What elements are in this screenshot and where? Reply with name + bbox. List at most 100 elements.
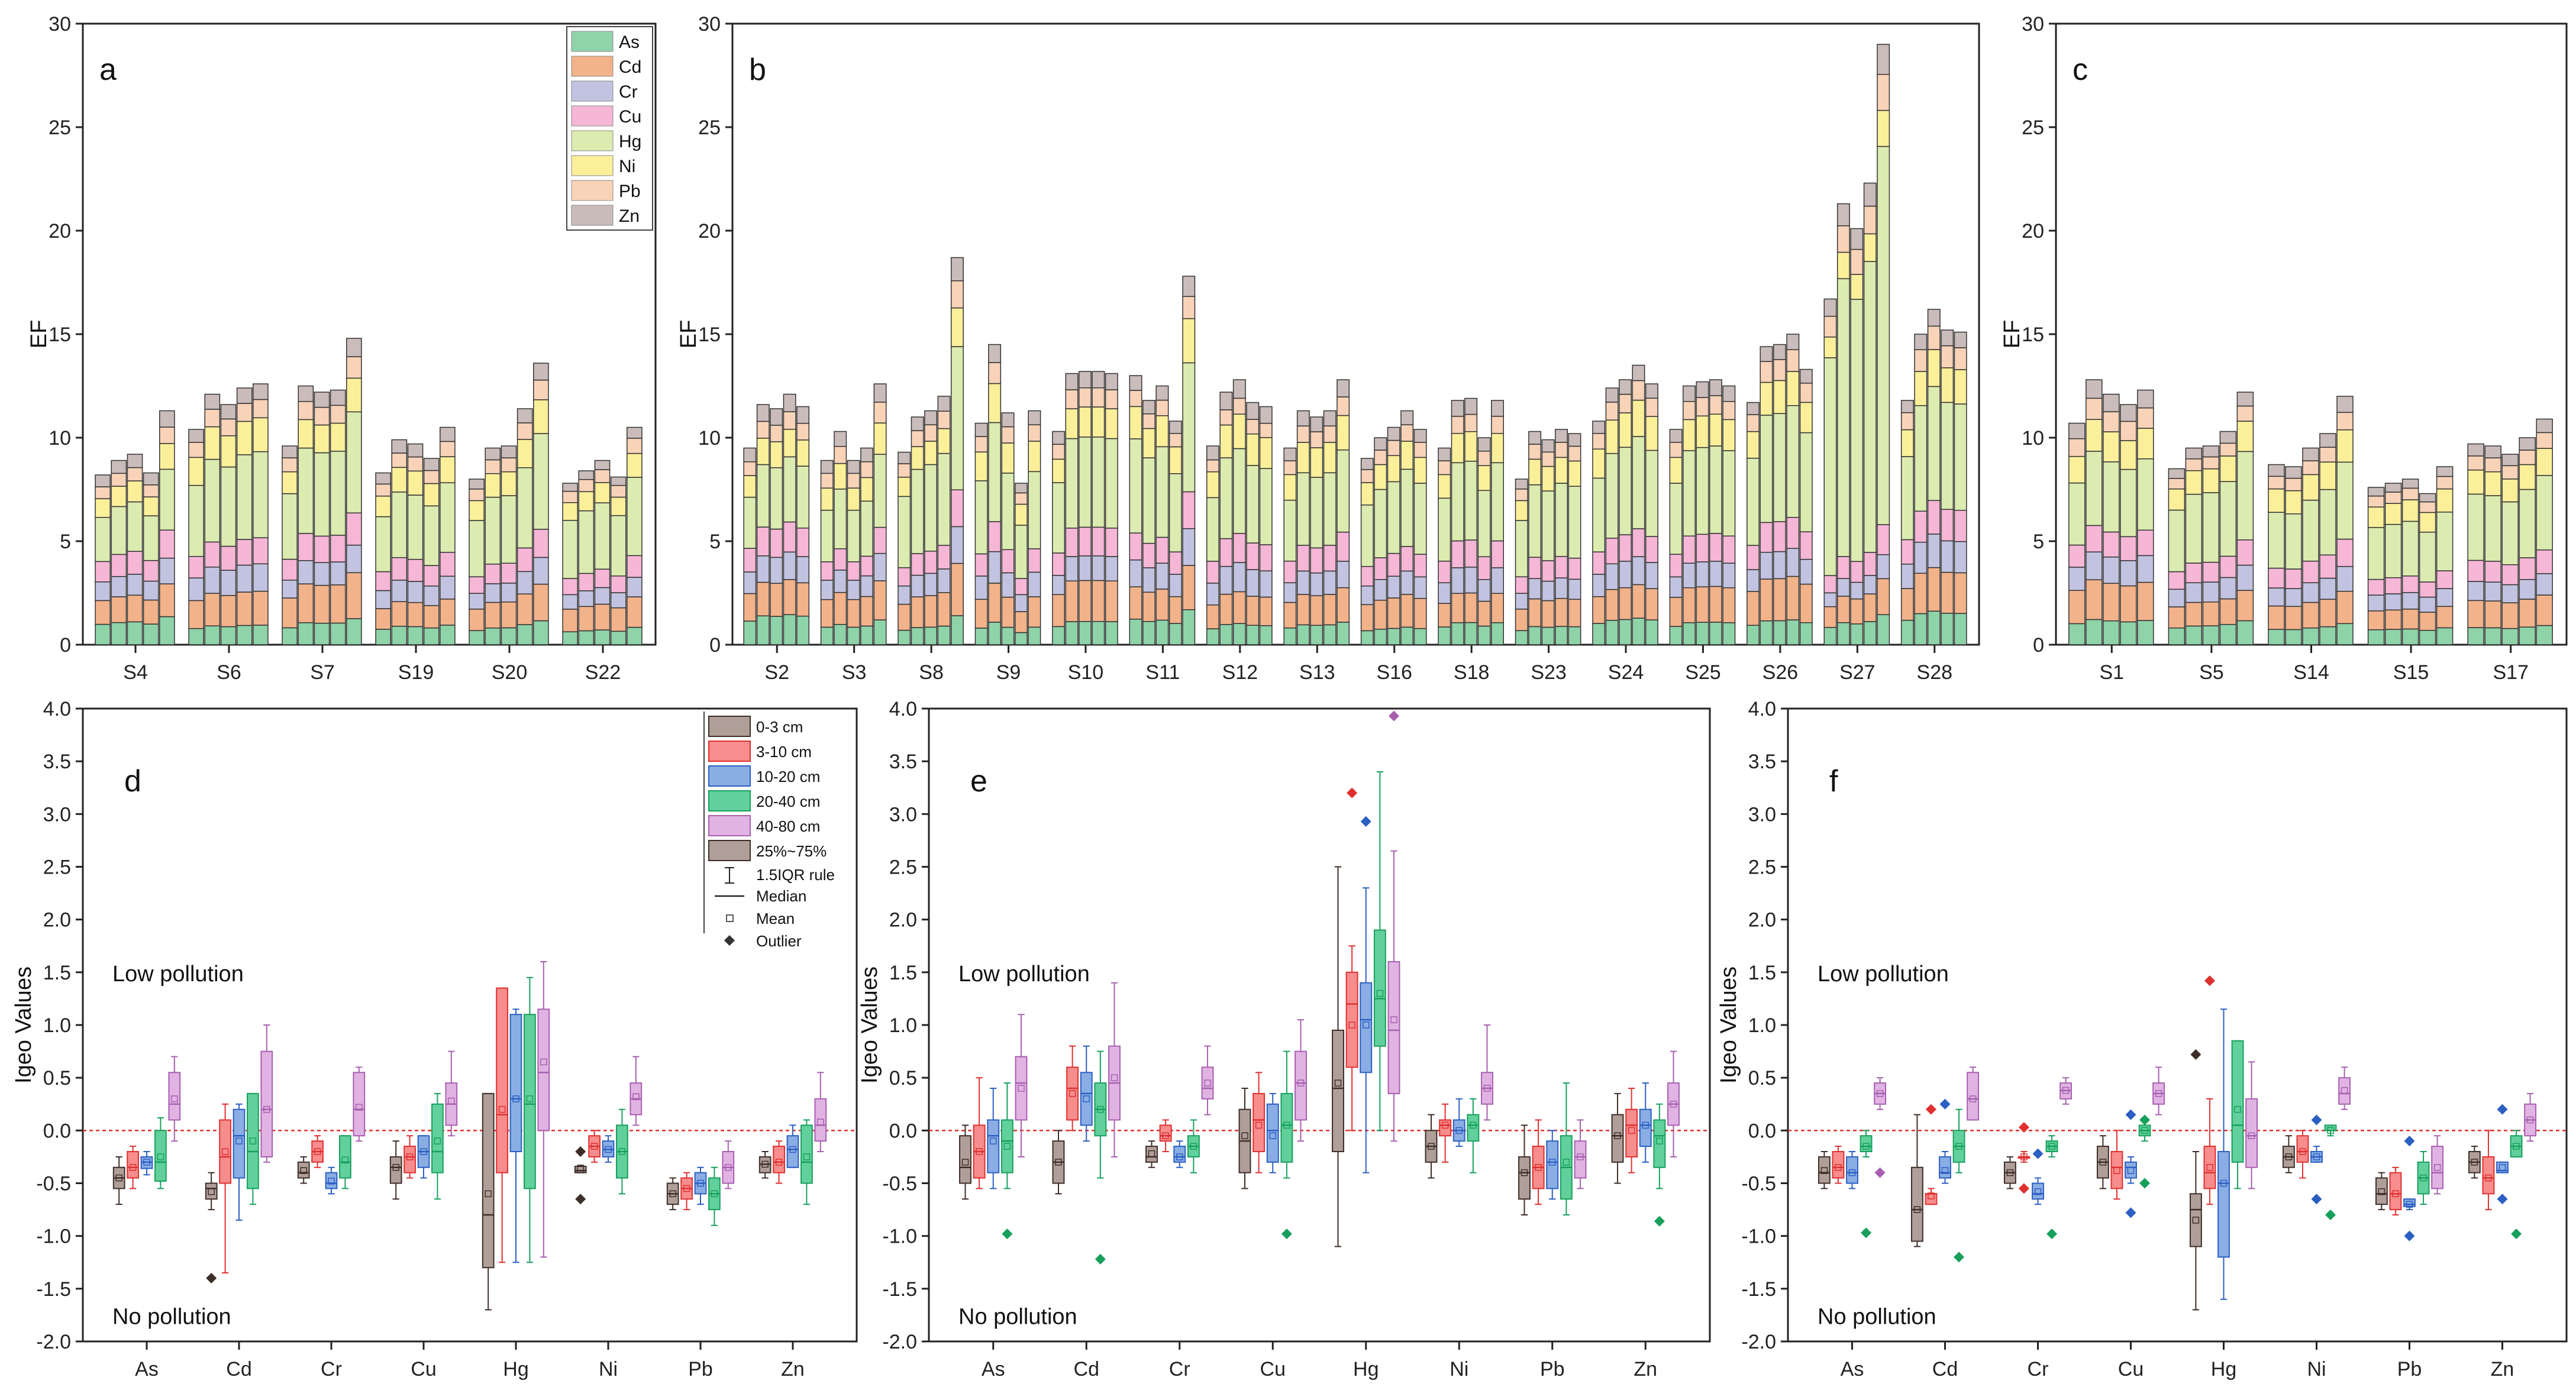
iqr-box: [1910, 1166, 1923, 1242]
y-tick-label: 3.0: [43, 803, 71, 826]
y-tick-label: 30: [49, 13, 71, 35]
stack-segment-zn: [2219, 431, 2237, 444]
stack-segment-as: [2236, 620, 2254, 645]
stack-segment-cd: [188, 600, 204, 629]
stack-segment-as: [1592, 623, 1606, 645]
stack-segment-hg: [1310, 477, 1323, 549]
stack-segment-cu: [143, 560, 159, 582]
stack-segment-hg: [2384, 523, 2402, 578]
stack-segment-cd: [1451, 593, 1464, 623]
panel-c: 0 5 10 15 20 25 30 EF c S1 S5 S14 S15 S17: [2000, 13, 2568, 684]
stack-segment-as: [1555, 626, 1568, 645]
stack-segment-pb: [204, 409, 221, 428]
mean-marker: [1835, 1164, 1842, 1171]
stack-segment-hg: [1283, 499, 1297, 562]
y-tick-label: 0: [709, 634, 721, 657]
stack-segment-hg: [627, 477, 643, 557]
stack-segment-ni: [1028, 441, 1041, 473]
stack-segment-cu: [2068, 544, 2086, 568]
stack-segment-zn: [2202, 445, 2220, 458]
stack-segment-as: [2120, 621, 2137, 645]
stack-segment-ni: [1219, 424, 1233, 458]
stack-segment-hg: [1914, 405, 1928, 512]
stack-segment-hg: [770, 467, 783, 530]
stack-segment-cr: [1900, 563, 1914, 589]
stack-segment-pb: [1079, 387, 1092, 408]
stack-segment-hg: [873, 454, 887, 528]
stack-segment-pb: [1438, 460, 1451, 476]
stack-segment-cu: [1914, 510, 1928, 543]
stack-segment-ni: [1850, 274, 1864, 300]
stack-segment-cd: [1155, 589, 1169, 621]
stack-segment-cu: [610, 575, 627, 593]
mean-marker: [2420, 1174, 2427, 1182]
stack-segment-pb: [2319, 447, 2336, 463]
stack-segment-cd: [407, 602, 424, 628]
stack-segment-ni: [1515, 500, 1528, 521]
stack-segment-cd: [375, 608, 391, 630]
y-tick-label: 20: [2022, 220, 2044, 243]
stack-segment-zn: [1374, 437, 1387, 451]
stack-segment-cr: [2336, 565, 2354, 592]
stack-segment-pb: [111, 473, 127, 487]
stack-segment-cd: [796, 582, 810, 617]
stack-segment-cd: [1092, 580, 1105, 622]
stack-segment-as: [988, 622, 1002, 645]
stack-segment-cd: [143, 599, 159, 625]
stack-segment-pb: [2401, 487, 2419, 500]
stack-segment-cd: [1683, 587, 1696, 623]
stack-segment-cd: [1747, 591, 1760, 626]
stack-segment-cr: [1954, 541, 1967, 574]
stack-segment-cr: [1065, 556, 1079, 582]
stack-segment-ni: [1283, 474, 1297, 501]
stack-segment-zn: [1914, 334, 1928, 350]
stack-segment-zn: [2384, 483, 2402, 493]
stack-segment-zn: [1619, 379, 1632, 395]
stack-segment-as: [2168, 627, 2186, 645]
stack-segment-zn: [1528, 431, 1542, 445]
stack-segment-pb: [501, 457, 517, 473]
stack-segment-cu: [375, 571, 391, 591]
mean-marker: [2034, 1188, 2042, 1195]
stack-segment-cd: [501, 602, 517, 629]
stack-segment-as: [2401, 628, 2419, 645]
mean-marker: [2099, 1159, 2107, 1166]
stack-segment-hg: [847, 509, 860, 562]
stack-segment-hg: [1337, 449, 1350, 533]
stack-segment-cu: [1709, 533, 1722, 562]
stack-segment-ni: [1259, 437, 1273, 469]
stack-segment-cd: [1323, 594, 1337, 626]
stack-segment-as: [1142, 621, 1155, 645]
stack-segment-as: [924, 626, 938, 645]
stack-segment-ni: [820, 487, 834, 511]
stack-segment-as: [1065, 621, 1079, 645]
stack-segment-cr: [1092, 555, 1105, 581]
iqr-box: [2217, 1151, 2230, 1258]
stack-segment-pb: [1823, 315, 1837, 338]
stack-segment-as: [346, 618, 362, 645]
stack-segment-cr: [1014, 594, 1028, 612]
stack-segment-cd: [1823, 606, 1837, 628]
stack-segment-cu: [1052, 552, 1066, 576]
stack-segment-ni: [375, 495, 391, 518]
stack-segment-hg: [2137, 458, 2154, 531]
stack-segment-cu: [860, 555, 874, 577]
y-tick-label: 4.0: [1748, 698, 1776, 720]
stack-segment-pb: [2519, 450, 2536, 465]
stack-segment-cr: [1696, 561, 1709, 587]
y-tick-label: -1.5: [36, 1278, 71, 1301]
stack-segment-cu: [1836, 556, 1850, 579]
mean-marker: [605, 1146, 612, 1153]
stack-segment-cr: [1823, 592, 1837, 607]
stack-segment-as: [1786, 619, 1800, 645]
mean-marker: [2327, 1127, 2334, 1134]
y-tick-label: 1.5: [43, 962, 71, 984]
stack-segment-as: [2103, 620, 2120, 645]
stack-segment-cd: [95, 600, 111, 625]
stack-segment-pb: [1310, 431, 1323, 448]
stack-segment-ni: [2501, 478, 2519, 503]
stack-segment-cd: [391, 601, 408, 627]
mean-marker: [2220, 1179, 2228, 1187]
stack-segment-pb: [2384, 492, 2402, 504]
stack-segment-zn: [1105, 373, 1118, 390]
